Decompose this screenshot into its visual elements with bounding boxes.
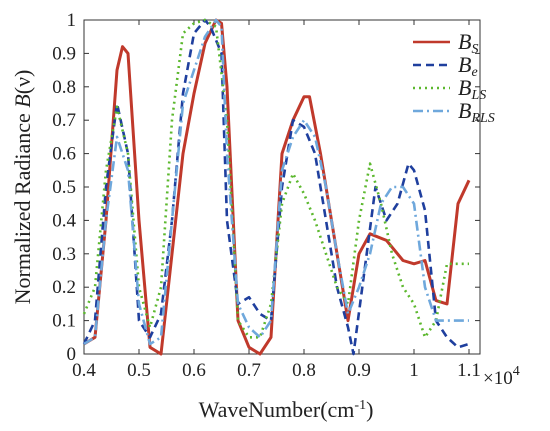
x-axis-title: WaveNumber(cm-1) [199, 397, 374, 422]
y-tick-label: 0.9 [52, 43, 76, 64]
y-tick-label: 0.5 [52, 177, 76, 198]
y-tick-label: 0.6 [52, 144, 76, 165]
x-tick-label: 0.6 [182, 360, 206, 381]
legend-label-RLS: BRLS [458, 98, 495, 126]
y-tick-label: 1 [67, 10, 77, 31]
y-tick-label: 0.1 [52, 311, 76, 332]
legend-label-LS: BLS [458, 75, 486, 103]
x-tick-label: 1 [409, 360, 419, 381]
series-line-RLS [83, 18, 469, 346]
x-tick-label: 0.9 [347, 360, 371, 381]
y-tick-label: 0.2 [52, 277, 76, 298]
series-line-e [82, 18, 470, 356]
legend-label-S: BS [458, 29, 478, 57]
series-line-LS [82, 18, 469, 339]
x-tick-label: 0.7 [237, 360, 261, 381]
legend-label-e: Be [458, 52, 478, 80]
axes: 0.4 0.5 0.6 0.7 0.8 0.9 1 1.1 0 0.1 0.2 0.3 0.4 0.5 0.… [52, 10, 481, 381]
series-layer [82, 18, 471, 356]
x-tick-label: 0.5 [127, 360, 151, 381]
x-tick-label: 1.1 [457, 360, 481, 381]
x-tick-label: 0.8 [292, 360, 316, 381]
x-tick-label: 0.4 [72, 360, 96, 381]
y-tick-label: 0.4 [52, 210, 76, 231]
y-axis-title: Normalized Radiance B(ν) [10, 70, 35, 305]
series-line-S [83, 18, 471, 356]
y-tick-label: 0.3 [52, 244, 76, 265]
y-tick-label: 0 [67, 344, 77, 365]
y-tick-label: 0.8 [52, 77, 76, 98]
y-tick-label: 0.7 [52, 110, 76, 131]
x-multiplier: ×104 [483, 364, 520, 389]
